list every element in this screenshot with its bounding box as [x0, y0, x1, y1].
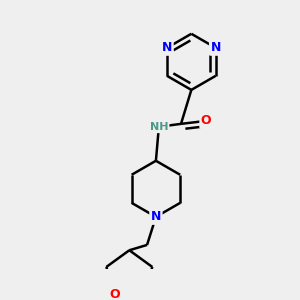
Text: N: N — [151, 210, 161, 224]
Text: NH: NH — [150, 122, 168, 132]
Text: O: O — [110, 288, 120, 300]
Text: N: N — [162, 41, 172, 54]
Text: N: N — [211, 41, 221, 54]
Text: O: O — [201, 114, 212, 128]
